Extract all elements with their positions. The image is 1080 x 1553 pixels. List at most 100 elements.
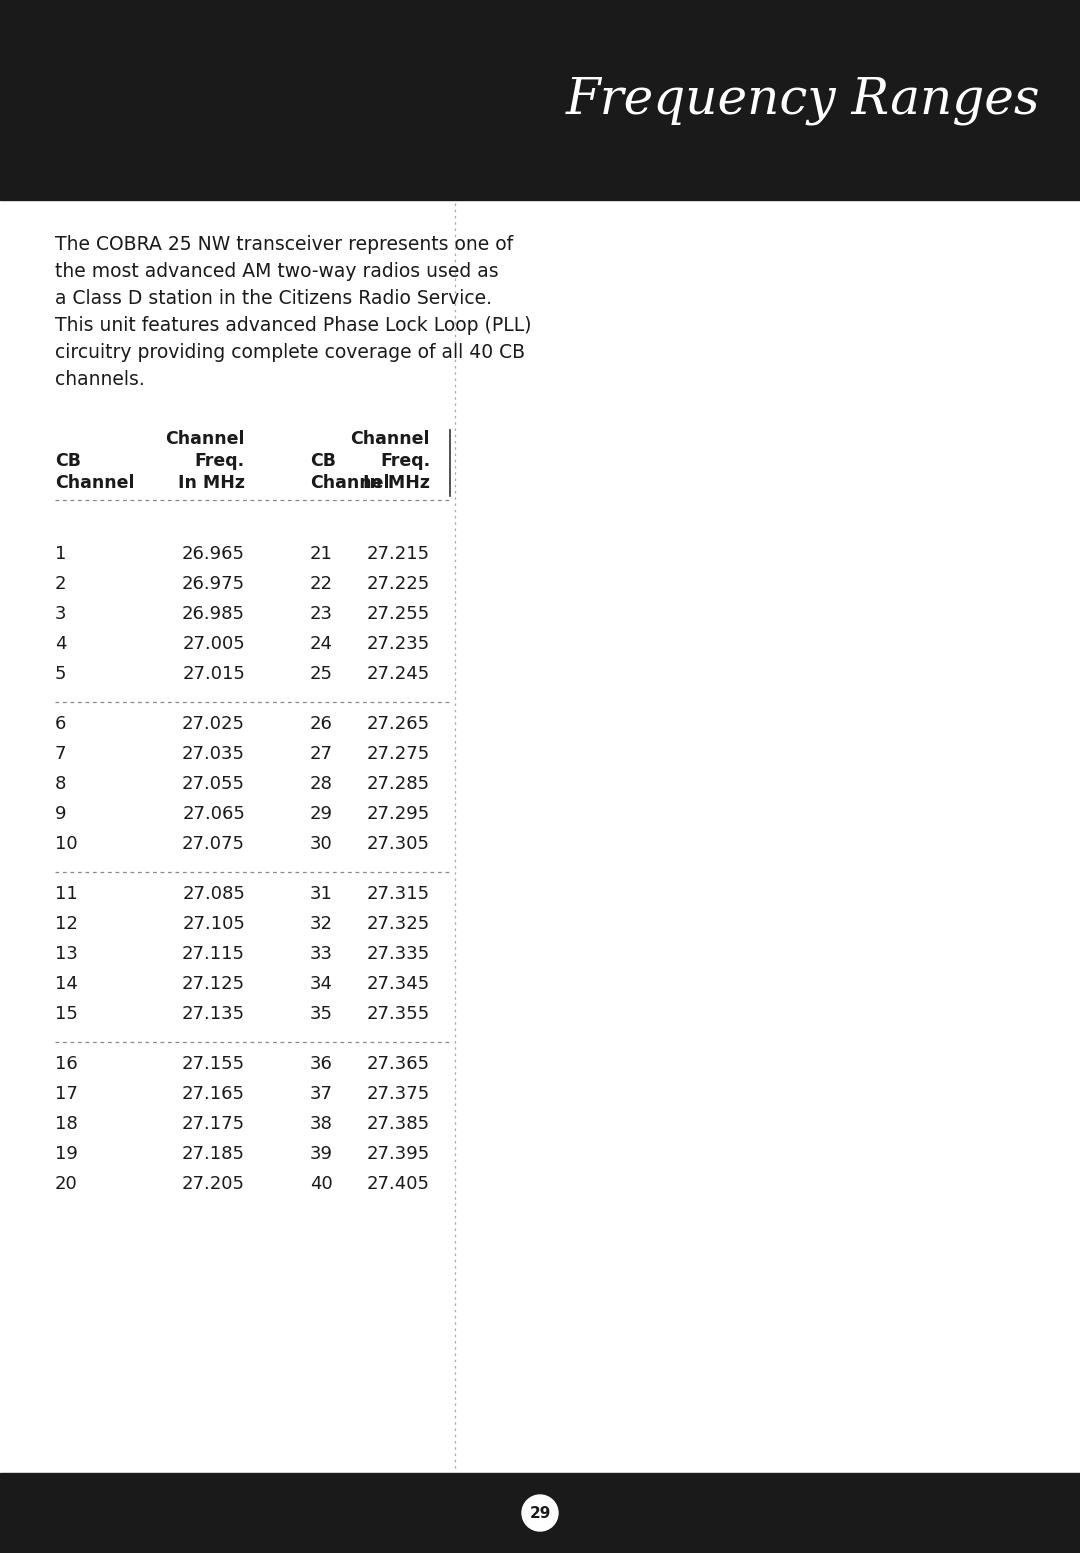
Text: Channel: Channel (55, 474, 135, 492)
Text: Freq.: Freq. (380, 452, 430, 471)
Text: 27.315: 27.315 (367, 885, 430, 902)
Text: 27.085: 27.085 (183, 885, 245, 902)
Bar (0, 0, 1080, 200)
Text: 35: 35 (310, 1005, 333, 1023)
Text: 26.985: 26.985 (183, 606, 245, 623)
Text: 27.405: 27.405 (367, 1176, 430, 1193)
Text: 22: 22 (310, 575, 333, 593)
Text: 37: 37 (310, 1086, 333, 1103)
Text: 27.355: 27.355 (367, 1005, 430, 1023)
Text: 27.185: 27.185 (183, 1145, 245, 1163)
Text: 5: 5 (55, 665, 67, 683)
Text: 27.135: 27.135 (181, 1005, 245, 1023)
Text: 27: 27 (310, 745, 333, 763)
Text: Channel: Channel (165, 430, 245, 447)
Text: 19: 19 (55, 1145, 78, 1163)
Text: 38: 38 (310, 1115, 333, 1134)
Text: 27.035: 27.035 (183, 745, 245, 763)
Text: 25: 25 (310, 665, 333, 683)
Text: 27.265: 27.265 (367, 714, 430, 733)
Bar (0, 1472, 1080, 1553)
Text: 15: 15 (55, 1005, 78, 1023)
Text: 4: 4 (55, 635, 67, 652)
Text: 18: 18 (55, 1115, 78, 1134)
Text: 24: 24 (310, 635, 333, 652)
Text: 27.255: 27.255 (367, 606, 430, 623)
Text: 11: 11 (55, 885, 78, 902)
Text: 27.395: 27.395 (367, 1145, 430, 1163)
Circle shape (522, 1496, 558, 1531)
Text: 8: 8 (55, 775, 66, 794)
Text: 27.305: 27.305 (367, 836, 430, 853)
Text: 13: 13 (55, 944, 78, 963)
Text: channels.: channels. (55, 370, 145, 388)
Text: In MHz: In MHz (178, 474, 245, 492)
Text: 27.055: 27.055 (183, 775, 245, 794)
Text: Channel: Channel (310, 474, 390, 492)
Text: 27.165: 27.165 (183, 1086, 245, 1103)
Text: CB: CB (55, 452, 81, 471)
Text: 27.345: 27.345 (367, 975, 430, 992)
Text: 7: 7 (55, 745, 67, 763)
Text: 32: 32 (310, 915, 333, 933)
Text: 9: 9 (55, 804, 67, 823)
Text: Freq.: Freq. (194, 452, 245, 471)
Text: 27.275: 27.275 (367, 745, 430, 763)
Text: 39: 39 (310, 1145, 333, 1163)
Text: 27.175: 27.175 (181, 1115, 245, 1134)
Text: 30: 30 (310, 836, 333, 853)
Text: 27.125: 27.125 (181, 975, 245, 992)
Text: CB: CB (310, 452, 336, 471)
Text: 34: 34 (310, 975, 333, 992)
Text: 31: 31 (310, 885, 333, 902)
Text: a Class D station in the Citizens Radio Service.: a Class D station in the Citizens Radio … (55, 289, 492, 307)
Text: 27.335: 27.335 (367, 944, 430, 963)
Text: 26.965: 26.965 (183, 545, 245, 564)
Text: 28: 28 (310, 775, 333, 794)
Text: 26: 26 (310, 714, 333, 733)
Text: 27.245: 27.245 (367, 665, 430, 683)
Text: 27.225: 27.225 (367, 575, 430, 593)
Text: 16: 16 (55, 1054, 78, 1073)
Text: 27.065: 27.065 (183, 804, 245, 823)
Text: 20: 20 (55, 1176, 78, 1193)
Text: 27.105: 27.105 (183, 915, 245, 933)
Text: 12: 12 (55, 915, 78, 933)
Text: Channel: Channel (351, 430, 430, 447)
Text: 10: 10 (55, 836, 78, 853)
Text: This unit features advanced Phase Lock Loop (PLL): This unit features advanced Phase Lock L… (55, 315, 531, 335)
Text: 27.325: 27.325 (367, 915, 430, 933)
Text: 17: 17 (55, 1086, 78, 1103)
Text: 33: 33 (310, 944, 333, 963)
Text: 27.385: 27.385 (367, 1115, 430, 1134)
Text: 27.025: 27.025 (183, 714, 245, 733)
Text: Frequency Ranges: Frequency Ranges (566, 75, 1040, 124)
Text: circuitry providing complete coverage of all 40 CB: circuitry providing complete coverage of… (55, 343, 525, 362)
Text: 1: 1 (55, 545, 66, 564)
Text: 27.235: 27.235 (367, 635, 430, 652)
Text: 2: 2 (55, 575, 67, 593)
Text: 36: 36 (310, 1054, 333, 1073)
Text: 29: 29 (310, 804, 333, 823)
Text: In MHz: In MHz (363, 474, 430, 492)
Text: 27.005: 27.005 (183, 635, 245, 652)
Text: 3: 3 (55, 606, 67, 623)
Text: 27.365: 27.365 (367, 1054, 430, 1073)
Text: 27.215: 27.215 (367, 545, 430, 564)
Text: 27.295: 27.295 (367, 804, 430, 823)
Text: The COBRA 25 NW transceiver represents one of: The COBRA 25 NW transceiver represents o… (55, 235, 513, 255)
Text: 27.015: 27.015 (183, 665, 245, 683)
Text: 14: 14 (55, 975, 78, 992)
Text: 27.155: 27.155 (181, 1054, 245, 1073)
Text: 40: 40 (310, 1176, 333, 1193)
Text: 27.115: 27.115 (183, 944, 245, 963)
Text: 21: 21 (310, 545, 333, 564)
Text: 26.975: 26.975 (181, 575, 245, 593)
Text: the most advanced AM two-way radios used as: the most advanced AM two-way radios used… (55, 262, 499, 281)
Text: 27.375: 27.375 (367, 1086, 430, 1103)
Text: 27.075: 27.075 (183, 836, 245, 853)
Text: 27.205: 27.205 (183, 1176, 245, 1193)
Text: 27.285: 27.285 (367, 775, 430, 794)
Text: 23: 23 (310, 606, 333, 623)
Text: 6: 6 (55, 714, 66, 733)
